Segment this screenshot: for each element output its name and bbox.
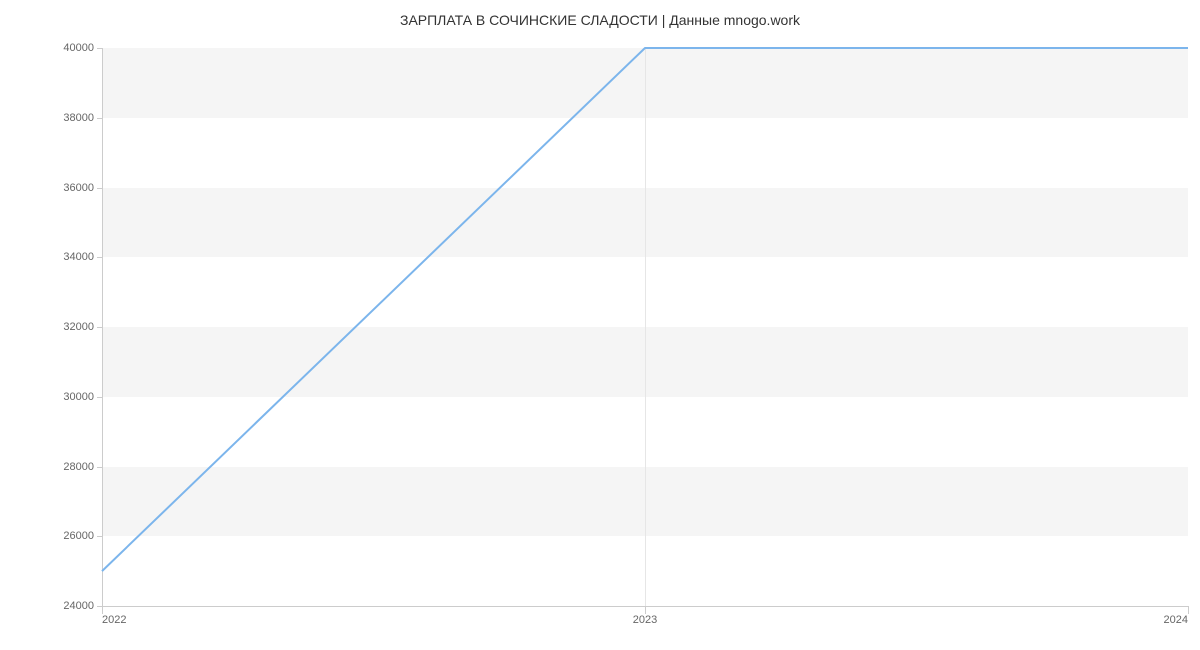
- x-axis-line: [102, 606, 1188, 607]
- series-line-salary: [102, 48, 1188, 571]
- x-tick-mark: [102, 606, 103, 614]
- x-tick-label: 2024: [1164, 606, 1188, 626]
- x-tick-mark: [1188, 606, 1189, 614]
- x-tick-label: 2022: [102, 606, 126, 626]
- x-tick-mark: [645, 606, 646, 614]
- salary-chart: ЗАРПЛАТА В СОЧИНСКИЕ СЛАДОСТИ | Данные m…: [0, 0, 1200, 650]
- line-layer: [102, 48, 1188, 606]
- chart-title: ЗАРПЛАТА В СОЧИНСКИЕ СЛАДОСТИ | Данные m…: [0, 12, 1200, 28]
- plot-area: 2400026000280003000032000340003600038000…: [102, 48, 1188, 606]
